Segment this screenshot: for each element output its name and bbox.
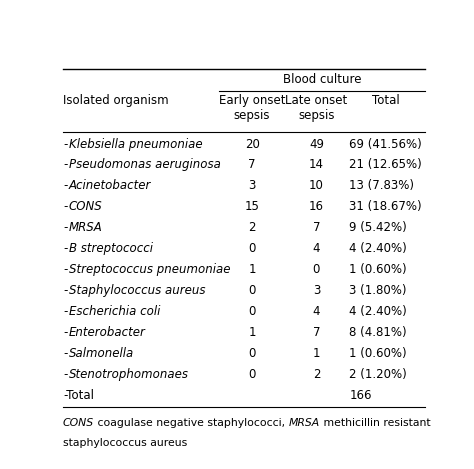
- Text: Blood culture: Blood culture: [283, 73, 361, 85]
- Text: 2: 2: [313, 368, 320, 381]
- Text: 3: 3: [313, 284, 320, 297]
- Text: 4 (2.40%): 4 (2.40%): [349, 242, 407, 255]
- Text: CONS: CONS: [63, 418, 94, 429]
- Text: 166: 166: [349, 389, 372, 402]
- Text: Stenotrophomonaes: Stenotrophomonaes: [69, 368, 189, 381]
- Text: 1 (0.60%): 1 (0.60%): [349, 263, 407, 276]
- Text: Enterobacter: Enterobacter: [69, 326, 146, 339]
- Text: -: -: [63, 221, 67, 234]
- Text: Streptococcus pneumoniae: Streptococcus pneumoniae: [69, 263, 230, 276]
- Text: 9 (5.42%): 9 (5.42%): [349, 221, 407, 234]
- Text: 0: 0: [248, 368, 256, 381]
- Text: 1: 1: [248, 263, 256, 276]
- Text: -: -: [63, 305, 67, 318]
- Text: 15: 15: [245, 200, 260, 213]
- Text: 1 (0.60%): 1 (0.60%): [349, 347, 407, 360]
- Text: Early onset
sepsis: Early onset sepsis: [219, 94, 285, 122]
- Text: -: -: [63, 137, 67, 151]
- Text: 20: 20: [245, 137, 260, 151]
- Text: 3: 3: [248, 180, 256, 192]
- Text: 4: 4: [313, 305, 320, 318]
- Text: -: -: [63, 242, 67, 255]
- Text: 69 (41.56%): 69 (41.56%): [349, 137, 422, 151]
- Text: 3 (1.80%): 3 (1.80%): [349, 284, 407, 297]
- Text: 7: 7: [248, 159, 256, 172]
- Text: B streptococci: B streptococci: [69, 242, 153, 255]
- Text: 7: 7: [313, 326, 320, 339]
- Text: coagulase negative staphylococci,: coagulase negative staphylococci,: [94, 418, 289, 429]
- Text: 0: 0: [248, 347, 256, 360]
- Text: 1: 1: [248, 326, 256, 339]
- Text: 0: 0: [313, 263, 320, 276]
- Text: 13 (7.83%): 13 (7.83%): [349, 180, 414, 192]
- Text: Escherichia coli: Escherichia coli: [69, 305, 160, 318]
- Text: MRSA: MRSA: [69, 221, 102, 234]
- Text: 0: 0: [248, 305, 256, 318]
- Text: 8 (4.81%): 8 (4.81%): [349, 326, 407, 339]
- Text: -: -: [63, 326, 67, 339]
- Text: Salmonella: Salmonella: [69, 347, 134, 360]
- Text: -: -: [63, 200, 67, 213]
- Text: -: -: [63, 159, 67, 172]
- Text: -: -: [63, 284, 67, 297]
- Text: CONS: CONS: [69, 200, 102, 213]
- Text: Acinetobacter: Acinetobacter: [69, 180, 151, 192]
- Text: 0: 0: [248, 284, 256, 297]
- Text: methicillin resistant: methicillin resistant: [320, 418, 430, 429]
- Text: Isolated organism: Isolated organism: [63, 94, 169, 107]
- Text: 0: 0: [248, 242, 256, 255]
- Text: 31 (18.67%): 31 (18.67%): [349, 200, 422, 213]
- Text: 16: 16: [309, 200, 324, 213]
- Text: Staphylococcus aureus: Staphylococcus aureus: [69, 284, 205, 297]
- Text: Klebsiella pneumoniae: Klebsiella pneumoniae: [69, 137, 202, 151]
- Text: -: -: [63, 263, 67, 276]
- Text: -: -: [63, 368, 67, 381]
- Text: 10: 10: [309, 180, 324, 192]
- Text: 7: 7: [313, 221, 320, 234]
- Text: -Total: -Total: [63, 389, 94, 402]
- Text: Late onset
sepsis: Late onset sepsis: [285, 94, 347, 122]
- Text: 21 (12.65%): 21 (12.65%): [349, 159, 422, 172]
- Text: 4: 4: [313, 242, 320, 255]
- Text: Pseudomonas aeruginosa: Pseudomonas aeruginosa: [69, 159, 221, 172]
- Text: 2 (1.20%): 2 (1.20%): [349, 368, 407, 381]
- Text: 4 (2.40%): 4 (2.40%): [349, 305, 407, 318]
- Text: -: -: [63, 347, 67, 360]
- Text: 1: 1: [313, 347, 320, 360]
- Text: staphylococcus aureus: staphylococcus aureus: [63, 439, 187, 448]
- Text: -: -: [63, 180, 67, 192]
- Text: 49: 49: [309, 137, 324, 151]
- Text: 2: 2: [248, 221, 256, 234]
- Text: MRSA: MRSA: [289, 418, 320, 429]
- Text: Total: Total: [372, 94, 400, 107]
- Text: 14: 14: [309, 159, 324, 172]
